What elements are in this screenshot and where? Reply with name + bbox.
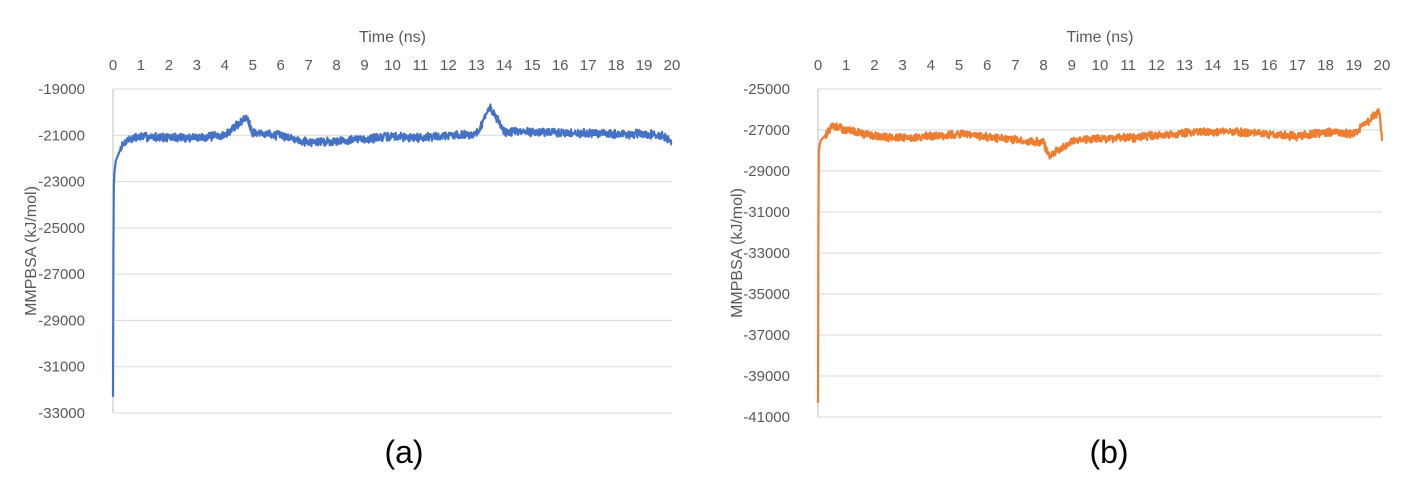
chart-b-y-tick-label: -35000 <box>743 286 790 303</box>
chart-b-x-axis-title: Time (ns) <box>1067 29 1134 46</box>
chart-b-x-tick-label: 14 <box>1204 57 1221 74</box>
chart-b-y-axis-title: MMPBSA (kJ/mol) <box>729 188 746 318</box>
chart-a-y-tick-label: -23000 <box>38 174 85 191</box>
chart-b-y-tick-label: -29000 <box>743 163 790 180</box>
chart-a-x-tick-label: 1 <box>137 57 145 74</box>
chart-b-x-tick-label: 1 <box>842 57 850 74</box>
chart-a-x-tick-label: 20 <box>664 57 681 74</box>
chart-b-x-tick-label: 7 <box>1011 57 1019 74</box>
chart-a-x-tick-label: 3 <box>193 57 201 74</box>
chart-a-y-tick-label: -25000 <box>38 220 85 237</box>
chart-b-x-tick-label: 13 <box>1176 57 1193 74</box>
chart-a-x-tick-label: 15 <box>524 57 541 74</box>
chart-b-x-tick-label: 15 <box>1233 57 1250 74</box>
chart-a-x-tick-label: 7 <box>304 57 312 74</box>
chart-a-y-tick-label: -33000 <box>38 405 85 422</box>
chart-a-x-tick-label: 2 <box>165 57 173 74</box>
chart-a-x-tick-label: 13 <box>468 57 485 74</box>
chart-b-x-tick-label: 10 <box>1092 57 1109 74</box>
chart-a-x-tick-label: 16 <box>552 57 569 74</box>
chart-a-y-tick-label: -29000 <box>38 312 85 329</box>
chart-b-y-tick-label: -41000 <box>743 409 790 426</box>
chart-a-x-tick-label: 5 <box>249 57 257 74</box>
chart-b-x-tick-label: 17 <box>1289 57 1306 74</box>
chart-a-x-axis-title: Time (ns) <box>359 29 426 46</box>
chart-a-x-tick-label: 11 <box>413 57 429 74</box>
chart-b-y-tick-label: -33000 <box>743 245 790 262</box>
chart-b-x-tick-label: 8 <box>1039 57 1047 74</box>
chart-b-y-tick-label: -39000 <box>743 368 790 385</box>
chart-a-y-tick-label: -27000 <box>38 266 85 283</box>
chart-b-y-tick-label: -31000 <box>743 204 790 221</box>
chart-b-caption: (b) <box>1089 434 1128 470</box>
chart-a-series-line <box>111 103 673 397</box>
chart-b-x-tick-label: 12 <box>1148 57 1165 74</box>
chart-b-y-tick-label: -37000 <box>743 327 790 344</box>
chart-b-svg: Time (ns)0 1 2 3 4 5 6 7 8 9 10 11 12 13 14 15 16 17 18 19 2… <box>729 29 1391 470</box>
chart-a-x-tick-label: 6 <box>277 57 285 74</box>
chart-panel-b: Time (ns) 0 1 2 3 4 5 6 7 8 9 10 11 12 13 14 15 16 17 18 19 2… <box>706 0 1413 494</box>
chart-b-y-tick-label: -25000 <box>743 81 790 98</box>
chart-b-x-tick-label: 16 <box>1261 57 1278 74</box>
chart-b-x-tick-label: 0 <box>814 57 822 74</box>
chart-b-x-tick-label: 4 <box>927 57 935 74</box>
chart-a-x-tick-label: 17 <box>580 57 597 74</box>
chart-b-x-tick-label: 19 <box>1345 57 1362 74</box>
chart-a-y-tick-label: -19000 <box>38 81 85 98</box>
chart-a-x-tick-label: 8 <box>332 57 340 74</box>
chart-a-x-tick-label: 12 <box>440 57 457 74</box>
chart-a-x-tick-label: 9 <box>360 57 368 74</box>
chart-a-x-tick-label: 19 <box>636 57 653 74</box>
chart-b-x-tick-label: 6 <box>983 57 991 74</box>
chart-b-series-line <box>816 107 1384 403</box>
chart-a-svg: Time (ns)0 1 2 3 4 5 6 7 8 9 10 11 12 13 14 15 16 17 18 19 2… <box>23 29 681 470</box>
chart-b-x-tick-label: 18 <box>1317 57 1334 74</box>
chart-a-x-tick-label: 14 <box>496 57 513 74</box>
chart-a-y-tick-label: -31000 <box>38 359 85 376</box>
chart-a-x-tick-label: 4 <box>221 57 229 74</box>
chart-a-x-tick-label: 10 <box>384 57 401 74</box>
chart-b-x-tick-label: 2 <box>870 57 878 74</box>
chart-b-x-tick-label: 5 <box>955 57 963 74</box>
chart-a-caption: (a) <box>384 434 423 470</box>
chart-b-x-tick-label: 3 <box>898 57 906 74</box>
chart-b-x-tick-label: 9 <box>1068 57 1076 74</box>
chart-b-y-tick-label: -27000 <box>743 122 790 139</box>
chart-b-x-tick-label: 20 <box>1374 57 1391 74</box>
chart-a-y-axis-title: MMPBSA (kJ/mol) <box>23 186 40 316</box>
chart-panel-a: Time (ns) 0 1 2 3 4 5 6 7 8 9 10 11 12 13 14 15 16 17 18 19 2… <box>0 0 706 494</box>
chart-a-x-tick-label: 0 <box>109 57 117 74</box>
chart-b-x-tick-label: 11 <box>1120 57 1136 74</box>
chart-a-x-tick-label: 18 <box>608 57 625 74</box>
chart-a-y-tick-label: -21000 <box>38 127 85 144</box>
